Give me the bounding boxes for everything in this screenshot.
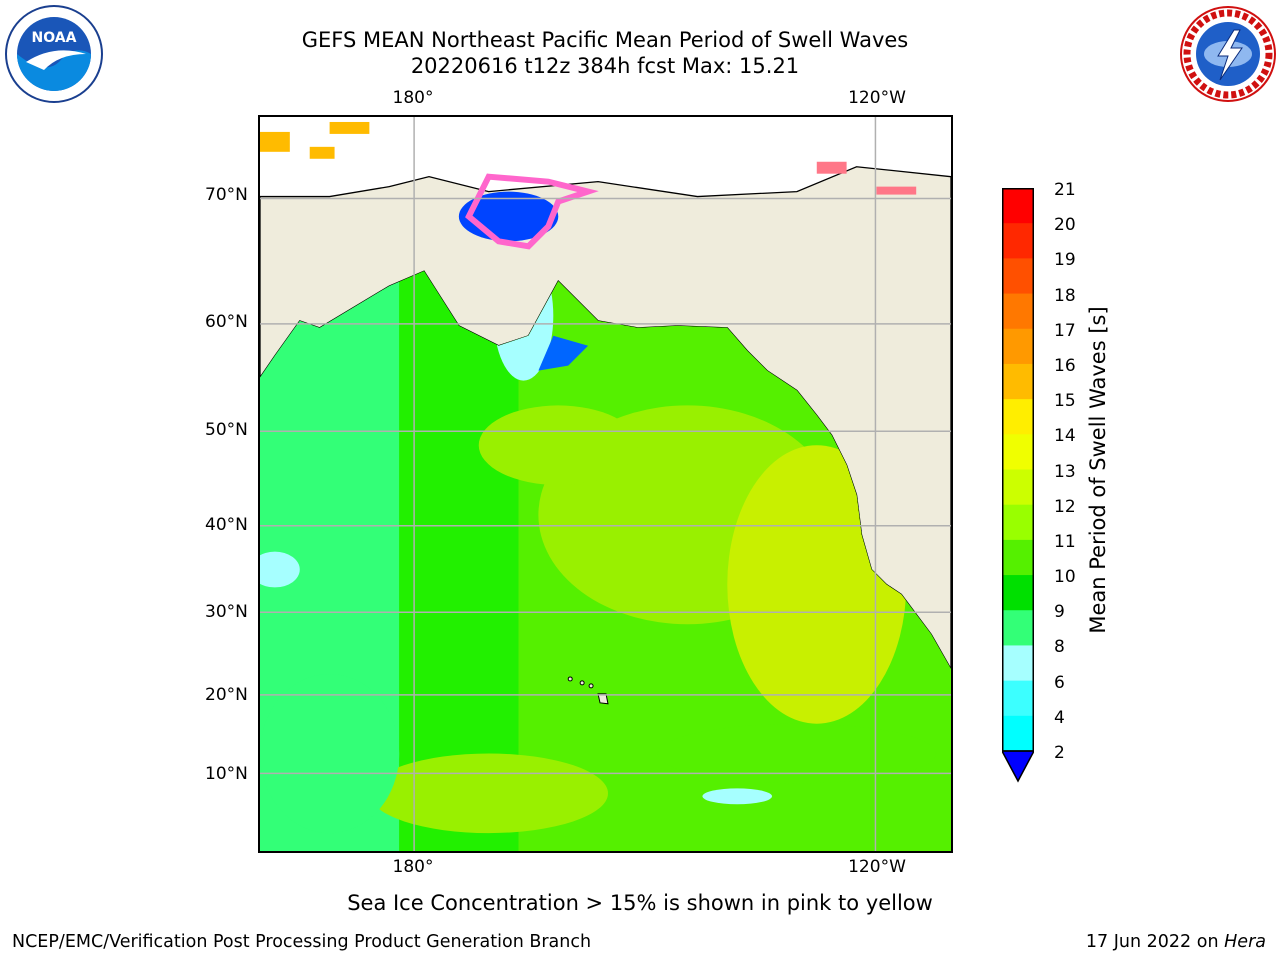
sea-ice-note: Sea Ice Concentration > 15% is shown in … (347, 891, 933, 915)
colorbar-tick-label: 9 (1054, 602, 1065, 623)
colorbar-segment (1002, 645, 1034, 682)
lat-label-10n: 10°N (205, 764, 248, 784)
lon-label-120w-top: 120°W (848, 88, 906, 108)
colorbar-tick-label: 10 (1054, 567, 1076, 588)
colorbar-segment (1002, 223, 1034, 259)
colorbar-tick-label: 12 (1054, 496, 1076, 517)
map-panel (258, 115, 953, 853)
colorbar-tick-label: 21 (1054, 180, 1076, 200)
footer-host: Hera (1224, 932, 1266, 952)
colorbar-segment (1002, 188, 1034, 224)
colorbar-tick-label: 18 (1054, 285, 1076, 306)
colorbar-segment (1002, 539, 1034, 576)
colorbar-tick-label: 16 (1054, 355, 1076, 376)
noaa-logo: NOAA (5, 5, 103, 103)
lon-label-180-bottom: 180° (392, 857, 434, 877)
colorbar-tick-label: 19 (1054, 250, 1076, 271)
colorbar-segment (1002, 575, 1034, 611)
colorbar-tick-label: 6 (1054, 672, 1065, 693)
colorbar-segment (1002, 363, 1034, 400)
colorbar-tick-label: 17 (1054, 320, 1076, 341)
lat-label-60n: 60°N (205, 312, 248, 332)
lat-label-70n: 70°N (205, 185, 248, 205)
lat-label-30n: 30°N (205, 602, 248, 622)
colorbar-segment (1002, 715, 1034, 752)
colorbar-segment (1002, 504, 1034, 541)
colorbar-tick-label: 13 (1054, 461, 1076, 482)
colorbar-label: Mean Period of Swell Waves [s] (1086, 306, 1110, 634)
colorbar-tick-label: 15 (1054, 391, 1076, 412)
map-gridlines (260, 117, 951, 851)
footer-date: 17 Jun 2022 on Hera (1086, 932, 1266, 952)
svg-text:NOAA: NOAA (32, 30, 77, 46)
colorbar-segment (1002, 610, 1034, 646)
colorbar-segment (1002, 680, 1034, 717)
lon-label-180-top: 180° (392, 88, 434, 108)
colorbar (1002, 188, 1034, 783)
colorbar-segment (1002, 258, 1034, 295)
lat-label-20n: 20°N (205, 685, 248, 705)
lon-label-120w-bottom: 120°W (848, 857, 906, 877)
lat-label-40n: 40°N (205, 515, 248, 535)
colorbar-tick-label: 4 (1054, 707, 1065, 728)
nws-logo (1180, 6, 1276, 102)
colorbar-tick-label: 11 (1054, 531, 1076, 552)
colorbar-tick-label: 14 (1054, 426, 1076, 447)
colorbar-segment (1002, 399, 1034, 435)
lat-label-50n: 50°N (205, 420, 248, 440)
colorbar-tick-label: 20 (1054, 215, 1076, 236)
colorbar-tick-label: 2 (1054, 743, 1065, 763)
colorbar-segment (1002, 469, 1034, 506)
colorbar-tick-label: 8 (1054, 637, 1065, 658)
chart-subtitle: 20220616 t12z 384h fcst Max: 15.21 (410, 54, 800, 78)
colorbar-segment (1002, 293, 1034, 330)
chart-title: GEFS MEAN Northeast Pacific Mean Period … (301, 28, 909, 52)
colorbar-segment (1002, 434, 1034, 470)
swell-period-map (260, 117, 951, 851)
footer-date-text: 17 Jun 2022 on (1085, 932, 1219, 952)
footer-credit: NCEP/EMC/Verification Post Processing Pr… (12, 932, 592, 952)
colorbar-segment (1002, 328, 1034, 365)
